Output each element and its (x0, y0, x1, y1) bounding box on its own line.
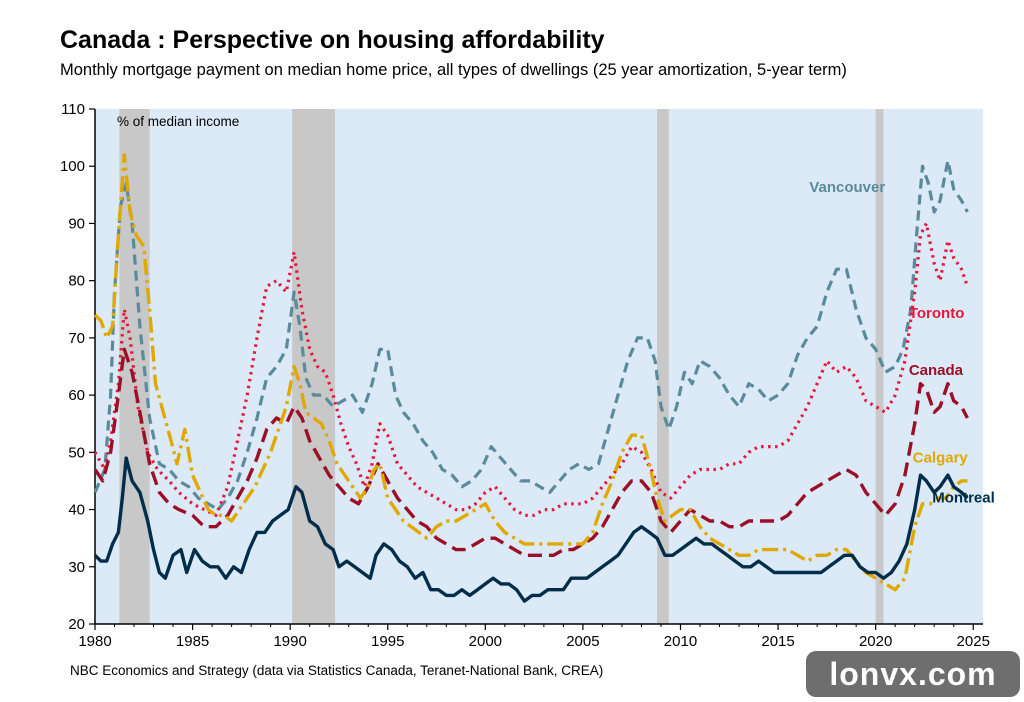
y-tick-label: 80 (68, 273, 85, 290)
series-line-montreal (93, 456, 969, 603)
y-tick-label: 20 (68, 616, 85, 633)
series-label-calgary: Calgary (913, 450, 969, 467)
y-tick-label: 90 (68, 215, 85, 232)
x-tick-label: 1995 (371, 633, 404, 650)
series-label-montreal: Montreal (932, 490, 995, 507)
x-tick-label: 1980 (78, 633, 111, 650)
series-line-toronto (93, 221, 969, 517)
y-axis-unit-label: % of median income (117, 114, 239, 129)
series-label-toronto: Toronto (909, 305, 965, 322)
x-tick-label: 2015 (761, 633, 794, 650)
recession-band-2 (657, 109, 669, 624)
y-tick-label: 100 (60, 158, 85, 175)
x-tick-label: 1990 (273, 633, 306, 650)
y-tick-label: 110 (61, 101, 85, 118)
source-note: NBC Economics and Strategy (data via Sta… (70, 663, 604, 678)
x-tick-label: 2005 (566, 633, 599, 650)
x-tick-label: 1985 (176, 633, 209, 650)
chart-subtitle: Monthly mortgage payment on median home … (60, 61, 847, 79)
x-tick-label: 2025 (957, 633, 990, 650)
y-tick-label: 70 (68, 330, 85, 347)
y-tick-label: 50 (68, 444, 85, 461)
x-tick-label: 2010 (664, 633, 697, 650)
series-label-canada: Canada (909, 362, 964, 379)
series-line-vancouver (93, 158, 969, 512)
plot-background (95, 109, 983, 624)
y-tick-label: 60 (68, 387, 85, 404)
series-line-canada (93, 347, 969, 557)
watermark-badge: lonvx.com (806, 651, 1020, 697)
chart-title: Canada : Perspective on housing affordab… (60, 26, 605, 54)
y-tick-label: 30 (68, 559, 85, 576)
x-tick-label: 2020 (859, 633, 892, 650)
series-label-vancouver: Vancouver (809, 179, 885, 196)
recession-band-3 (875, 109, 884, 624)
series-line-calgary (93, 153, 968, 592)
recession-band-1 (292, 109, 336, 624)
x-tick-label: 2000 (469, 633, 502, 650)
y-tick-label: 40 (68, 502, 85, 519)
